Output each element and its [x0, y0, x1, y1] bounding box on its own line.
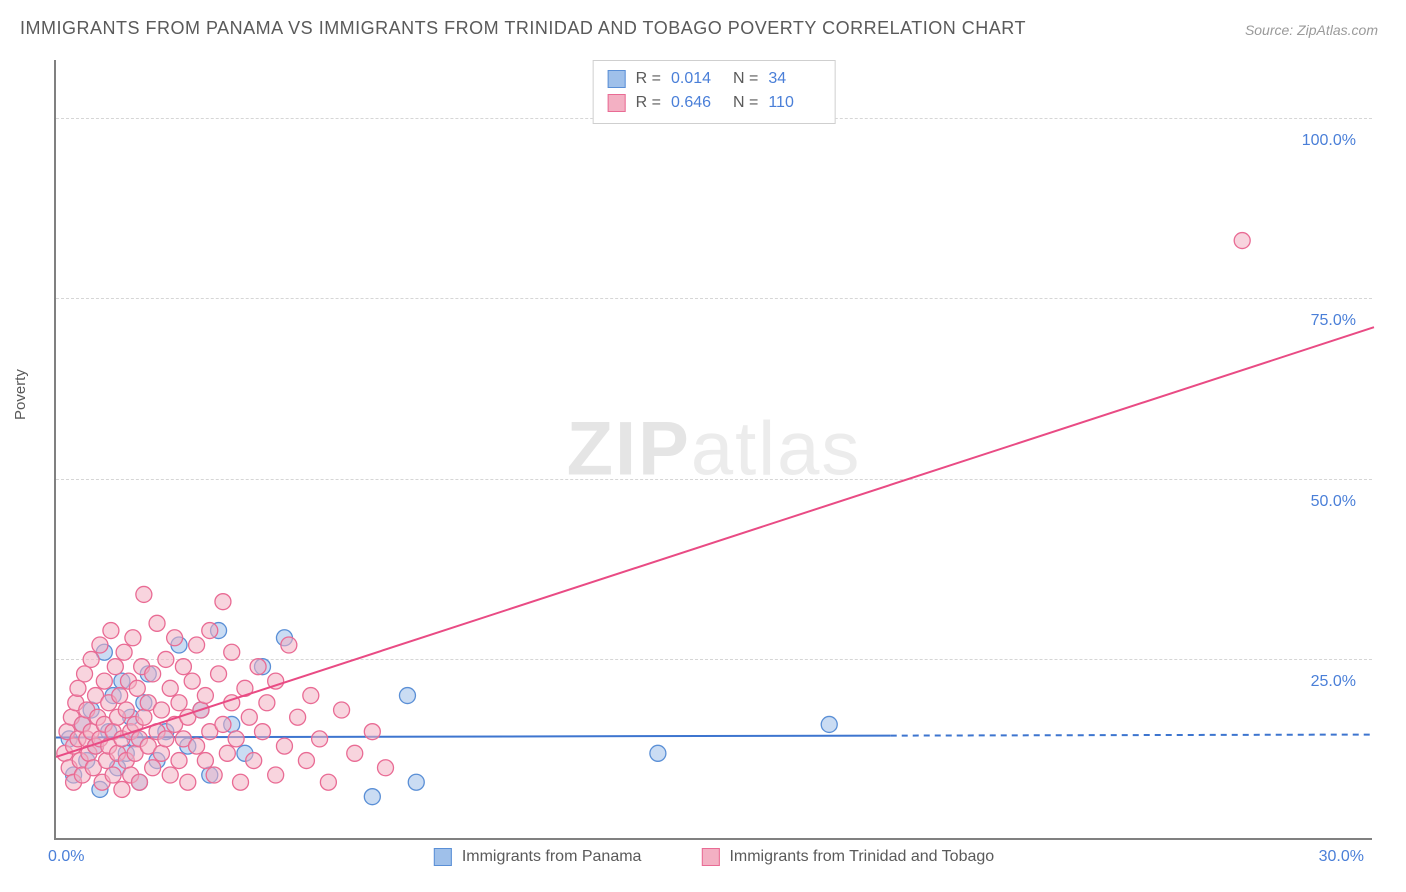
- data-point: [158, 731, 174, 747]
- data-point: [116, 644, 132, 660]
- data-point: [303, 688, 319, 704]
- swatch-panama: [608, 70, 626, 88]
- data-point: [215, 716, 231, 732]
- legend-item-panama: Immigrants from Panama: [434, 848, 642, 866]
- data-point: [171, 753, 187, 769]
- r-value-panama: 0.014: [671, 67, 723, 91]
- legend-row-trinidad: R = 0.646 N = 110: [608, 91, 821, 115]
- data-point: [334, 702, 350, 718]
- data-point: [167, 630, 183, 646]
- data-point: [83, 651, 99, 667]
- data-point: [112, 688, 128, 704]
- data-point: [215, 594, 231, 610]
- data-point: [180, 774, 196, 790]
- data-point: [189, 637, 205, 653]
- x-tick-30: 30.0%: [1319, 848, 1364, 866]
- data-point: [118, 702, 134, 718]
- source-attribution: Source: ZipAtlas.com: [1245, 22, 1378, 38]
- data-point: [70, 680, 86, 696]
- correlation-legend: R = 0.014 N = 34 R = 0.646 N = 110: [593, 60, 836, 124]
- data-point: [290, 709, 306, 725]
- data-point: [254, 724, 270, 740]
- n-value-trinidad: 110: [768, 91, 820, 115]
- chart-title: IMMIGRANTS FROM PANAMA VS IMMIGRANTS FRO…: [20, 18, 1026, 39]
- data-point: [153, 745, 169, 761]
- y-axis-label: Poverty: [12, 369, 29, 420]
- chart-plot-area: ZIPatlas 25.0%50.0%75.0%100.0% R = 0.014…: [54, 60, 1372, 840]
- scatter-plot-svg: [56, 60, 1372, 838]
- data-point: [206, 767, 222, 783]
- data-point: [107, 659, 123, 675]
- data-point: [92, 637, 108, 653]
- data-point: [268, 767, 284, 783]
- data-point: [408, 774, 424, 790]
- data-point: [162, 767, 178, 783]
- swatch-trinidad: [608, 94, 626, 112]
- data-point: [241, 709, 257, 725]
- data-point: [347, 745, 363, 761]
- data-point: [184, 673, 200, 689]
- data-point: [219, 745, 235, 761]
- data-point: [149, 615, 165, 631]
- data-point: [136, 586, 152, 602]
- data-point: [224, 644, 240, 660]
- data-point: [1234, 233, 1250, 249]
- data-point: [228, 731, 244, 747]
- data-point: [378, 760, 394, 776]
- data-point: [77, 666, 93, 682]
- data-point: [276, 738, 292, 754]
- data-point: [250, 659, 266, 675]
- data-point: [298, 753, 314, 769]
- series-legend: Immigrants from Panama Immigrants from T…: [434, 848, 994, 866]
- data-point: [197, 753, 213, 769]
- data-point: [233, 774, 249, 790]
- data-point: [171, 695, 187, 711]
- data-point: [103, 623, 119, 639]
- swatch-trinidad-bottom: [701, 848, 719, 866]
- data-point: [125, 630, 141, 646]
- data-point: [364, 789, 380, 805]
- data-point: [320, 774, 336, 790]
- trend-line: [56, 327, 1374, 757]
- data-point: [246, 753, 262, 769]
- data-point: [202, 623, 218, 639]
- data-point: [131, 774, 147, 790]
- trend-line-dashed: [891, 735, 1374, 736]
- data-point: [312, 731, 328, 747]
- data-point: [145, 666, 161, 682]
- data-point: [175, 659, 191, 675]
- x-tick-0: 0.0%: [48, 848, 84, 866]
- data-point: [821, 716, 837, 732]
- r-label: R =: [636, 67, 661, 91]
- r-value-trinidad: 0.646: [671, 91, 723, 115]
- data-point: [158, 651, 174, 667]
- r-label: R =: [636, 91, 661, 115]
- data-point: [129, 680, 145, 696]
- n-value-panama: 34: [768, 67, 820, 91]
- data-point: [153, 702, 169, 718]
- data-point: [145, 760, 161, 776]
- n-label: N =: [733, 91, 758, 115]
- legend-item-trinidad: Immigrants from Trinidad and Tobago: [701, 848, 994, 866]
- data-point: [189, 738, 205, 754]
- data-point: [197, 688, 213, 704]
- swatch-panama-bottom: [434, 848, 452, 866]
- legend-row-panama: R = 0.014 N = 34: [608, 67, 821, 91]
- legend-label-panama: Immigrants from Panama: [462, 848, 642, 866]
- data-point: [650, 745, 666, 761]
- data-point: [399, 688, 415, 704]
- data-point: [114, 781, 130, 797]
- data-point: [162, 680, 178, 696]
- data-point: [211, 666, 227, 682]
- data-point: [96, 673, 112, 689]
- data-point: [259, 695, 275, 711]
- legend-label-trinidad: Immigrants from Trinidad and Tobago: [729, 848, 994, 866]
- data-point: [105, 767, 121, 783]
- data-point: [281, 637, 297, 653]
- data-point: [364, 724, 380, 740]
- n-label: N =: [733, 67, 758, 91]
- data-point: [136, 709, 152, 725]
